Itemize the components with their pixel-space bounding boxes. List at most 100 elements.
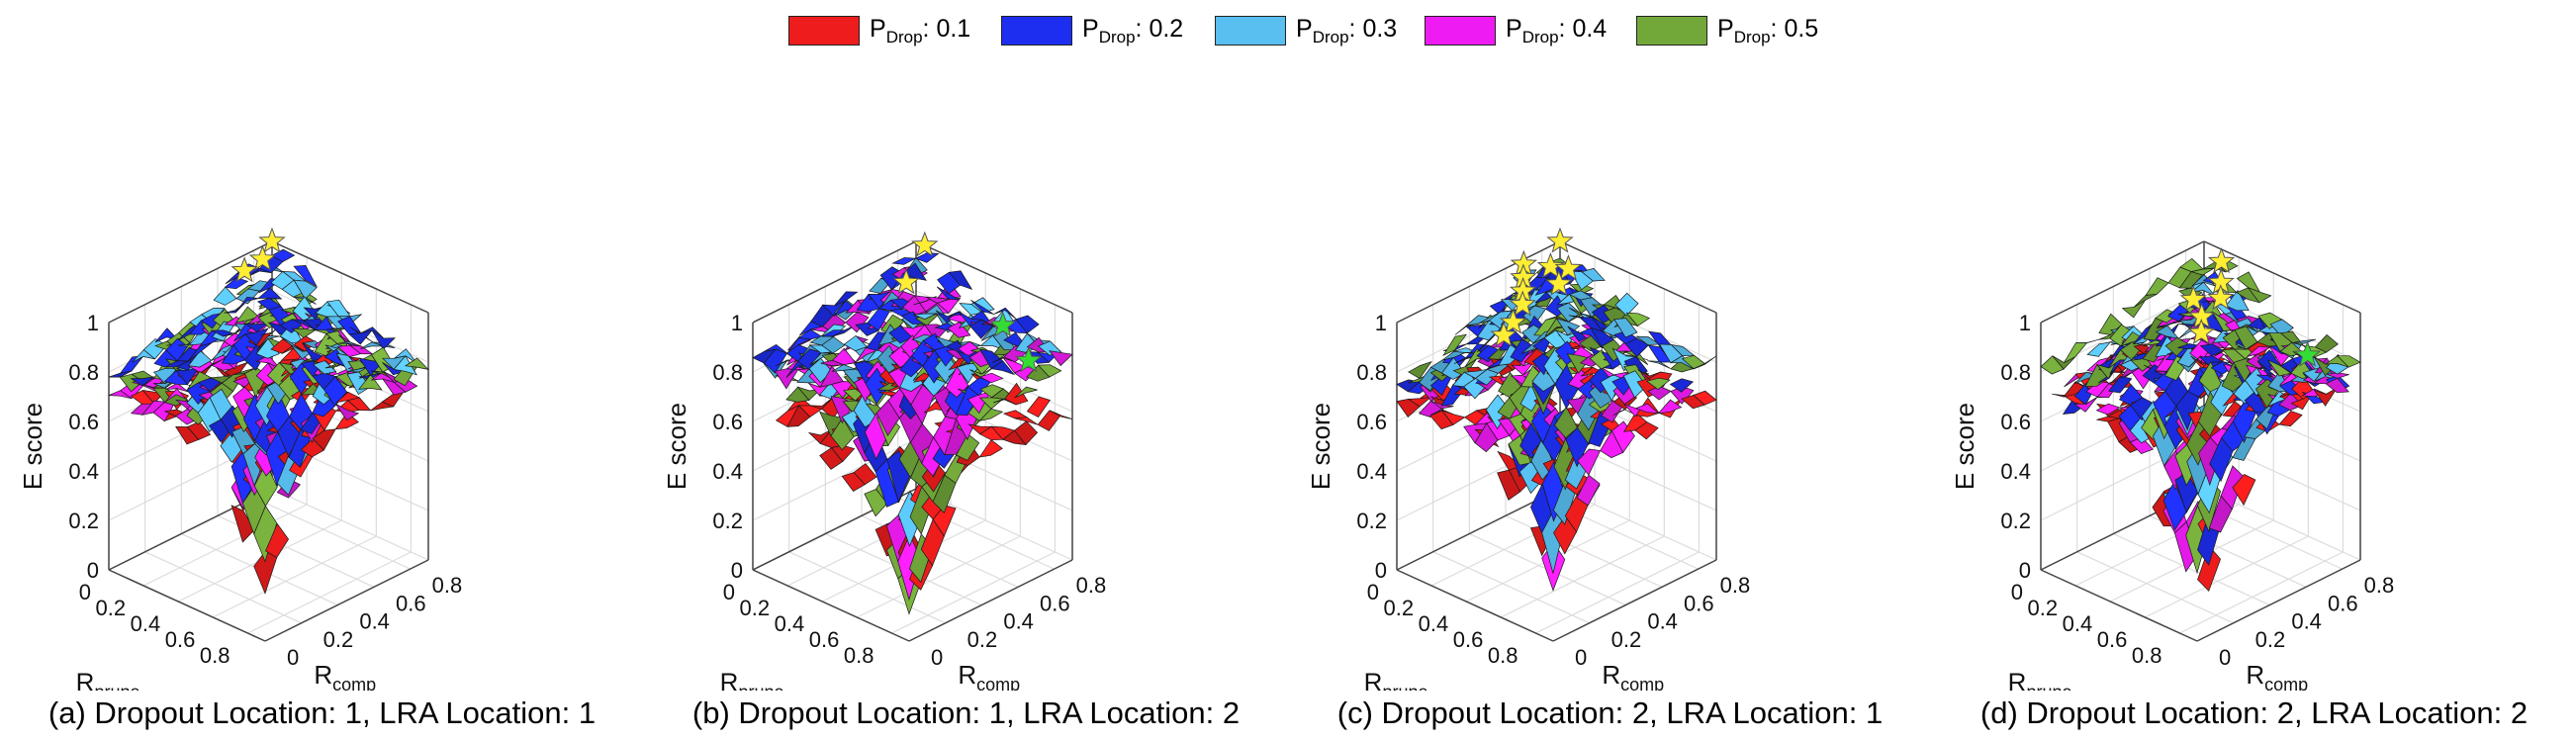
- surface-patch-pdrop-0-3: [187, 349, 213, 368]
- chart-caption: (d) Dropout Location: 2, LRA Location: 2: [1979, 696, 2529, 730]
- z-tick-label: 0.4: [712, 459, 743, 484]
- surface-patch-pdrop-0-3: [2190, 281, 2216, 296]
- surfaces: [108, 248, 430, 595]
- star-marker: [1499, 308, 1527, 334]
- z-tick-label: 1: [1375, 311, 1387, 335]
- legend: PDrop: 0.1 PDrop: 0.2 PDrop: 0.3 PDrop: …: [0, 0, 2576, 61]
- z-tick-label: 0: [731, 558, 743, 583]
- y-tick-label: 0.4: [1003, 609, 1034, 634]
- legend-item-pdrop-0-3: PDrop: 0.3: [1215, 12, 1423, 51]
- x-tick-label: 0.2: [2028, 596, 2059, 620]
- y-tick-label: 0.8: [432, 573, 463, 598]
- surface-patch-pdrop-0-1: [2197, 545, 2221, 593]
- surface-patch-pdrop-0-1: [932, 505, 957, 537]
- surface-patch-pdrop-0-4: [1647, 386, 1672, 401]
- x-tick-label: 0: [723, 580, 735, 604]
- y-tick-label: 0.6: [396, 591, 426, 615]
- surface-patch-pdrop-0-5: [358, 374, 383, 391]
- z-tick-label: 0.4: [1356, 459, 1387, 484]
- y-tick-label: 0.4: [359, 609, 390, 634]
- z-axis-label: E score: [1950, 403, 1979, 490]
- surface-patch-pdrop-0-1: [2232, 474, 2256, 507]
- surface-patch-pdrop-0-2: [914, 252, 940, 263]
- surface-patch-pdrop-0-5: [1014, 386, 1038, 399]
- x-tick-label: 0.4: [775, 611, 805, 636]
- chart-caption: (a) Dropout Location: 1, LRA Location: 1: [47, 696, 597, 730]
- y-tick-label: 0.2: [1611, 627, 1642, 652]
- z-axis-label: E score: [1306, 403, 1335, 490]
- surface-patch-pdrop-0-5: [2121, 300, 2146, 319]
- star-marker: [1015, 346, 1043, 373]
- surface-patch-pdrop-0-2: [2199, 343, 2225, 357]
- x-axis-label: Rprune: [720, 667, 784, 691]
- surface-patch-pdrop-0-3: [1613, 318, 1638, 338]
- chart-panel-c: 0 0.2 0.4 0.6 0.8 1 0 0.2 0.4 0.6 0.8 0 0.2 0.4 0.6 0.8…: [1288, 47, 1932, 742]
- star-marker: [892, 268, 920, 295]
- surface-patch-pdrop-0-5: [2257, 312, 2282, 329]
- surface-patch-pdrop-0-2: [891, 257, 917, 265]
- surface-patch-pdrop-0-2: [234, 296, 259, 314]
- surface-patch-pdrop-0-4: [2129, 436, 2155, 455]
- surface-patch-pdrop-0-2: [763, 348, 787, 374]
- surface-patch-pdrop-0-5: [2266, 359, 2292, 377]
- z-tick-label: 0.2: [712, 509, 743, 533]
- x-axis-label: Rprune: [1364, 667, 1428, 691]
- surface-patch-pdrop-0-3: [235, 288, 260, 305]
- x-tick-label: 0.8: [1488, 643, 1518, 668]
- y-tick-label: 0.2: [967, 627, 998, 652]
- surface-patch-pdrop-0-5: [1566, 353, 1592, 374]
- x-axis-label: Rprune: [76, 667, 140, 691]
- surface-patch-pdrop-0-3: [1581, 267, 1606, 282]
- surface-patch-pdrop-0-2: [2174, 472, 2199, 513]
- legend-item-pdrop-0-5: PDrop: 0.5: [1636, 12, 1844, 51]
- surface-patch-pdrop-0-2: [130, 376, 155, 387]
- surfaces: [1396, 257, 1717, 592]
- surface-patch-pdrop-0-3: [393, 355, 417, 376]
- surface-patch-pdrop-0-1: [830, 444, 856, 463]
- surface-patch-pdrop-0-3: [2292, 338, 2317, 344]
- x-tick-label: 0.6: [165, 627, 196, 652]
- star-marker: [258, 227, 286, 253]
- z-tick-label: 0.6: [712, 410, 743, 434]
- star-marker: [1536, 252, 1565, 279]
- chart-caption: (c) Dropout Location: 2, LRA Location: 1: [1336, 696, 1884, 730]
- star-marker: [2187, 318, 2215, 345]
- surface-patch-pdrop-0-4: [1049, 350, 1073, 367]
- surfaces: [2040, 257, 2361, 593]
- surface-patch-pdrop-0-1: [312, 428, 336, 451]
- surface-patch-pdrop-0-1: [1004, 382, 1029, 406]
- z-tick-label: 0.8: [1356, 360, 1387, 385]
- surface-patch-pdrop-0-2: [1015, 315, 1040, 334]
- x-tick-label: 0: [1367, 580, 1379, 604]
- surface-patch-pdrop-0-5: [1646, 377, 1671, 391]
- legend-label: PDrop: 0.3: [1296, 15, 1398, 46]
- chart-panel-a: 0 0.2 0.4 0.6 0.8 1 0 0.2 0.4 0.6 0.8 0 0.2 0.4 0.6 0.8…: [0, 47, 644, 742]
- surface-patch-pdrop-0-2: [1669, 378, 1695, 393]
- surface-patch-pdrop-0-4: [1430, 400, 1454, 410]
- surface-patch-pdrop-0-5: [2198, 360, 2223, 393]
- x-tick-label: 0.4: [1419, 611, 1449, 636]
- surface-patch-pdrop-0-2: [993, 307, 1017, 321]
- y-tick-label: 0.6: [1684, 591, 1714, 615]
- legend-label: PDrop: 0.4: [1506, 15, 1608, 46]
- surface-patch-pdrop-0-2: [990, 360, 1016, 376]
- x-tick-label: 0.6: [809, 627, 840, 652]
- surface-patch-pdrop-0-5: [234, 306, 260, 324]
- star-marker: [1545, 269, 1573, 296]
- surface-patch-pdrop-0-4: [334, 403, 360, 421]
- star-marker: [230, 256, 258, 283]
- z-tick-label: 0.2: [68, 509, 99, 533]
- surface-patch-pdrop-0-2: [224, 277, 249, 290]
- surface-patch-pdrop-0-1: [1440, 410, 1466, 425]
- z-tick-label: 0.6: [1356, 410, 1387, 434]
- surface-patch-pdrop-0-3: [312, 360, 337, 375]
- surface-patch-pdrop-0-1: [346, 397, 372, 412]
- surface-patch-pdrop-0-5: [253, 505, 278, 563]
- z-tick-label: 0.6: [68, 410, 99, 434]
- x-tick-label: 0.8: [200, 643, 230, 668]
- surface-patch-pdrop-0-2: [2130, 397, 2155, 421]
- z-tick-label: 0: [2019, 558, 2031, 583]
- surface-patch-pdrop-0-3: [213, 286, 237, 306]
